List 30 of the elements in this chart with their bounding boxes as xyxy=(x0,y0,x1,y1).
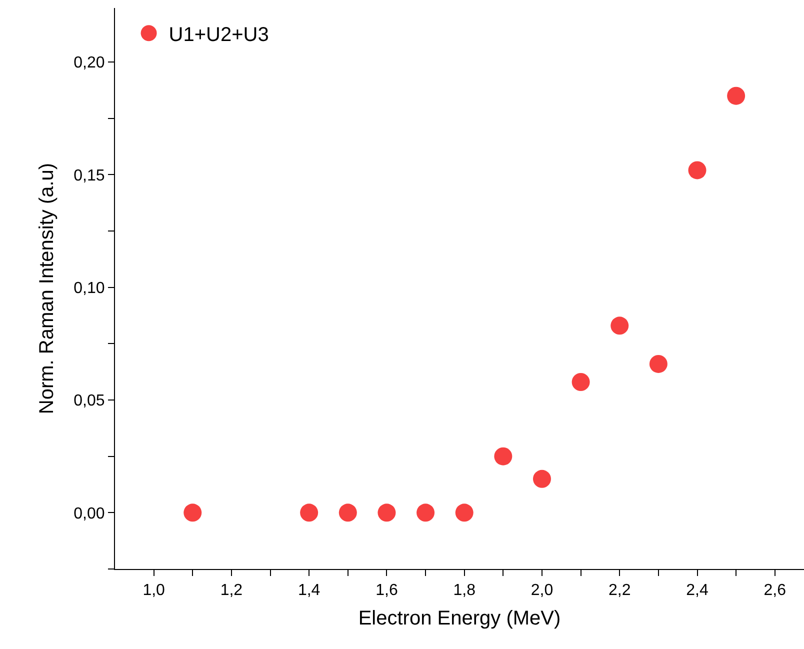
x-axis-title: Electron Energy (MeV) xyxy=(358,608,561,630)
x-tick-label: 2,4 xyxy=(686,582,708,600)
point xyxy=(338,504,357,522)
x-tick-label: 2,2 xyxy=(608,582,631,600)
point xyxy=(649,354,668,373)
y-tick-label: 0,05 xyxy=(74,392,105,410)
x-tick-label: 2,0 xyxy=(530,582,554,600)
point xyxy=(572,373,590,391)
point xyxy=(184,504,202,522)
y-tick-label: 0,15 xyxy=(74,167,105,184)
x-tick-label: 1,6 xyxy=(376,582,398,600)
y-tick-label: 0,00 xyxy=(74,505,105,522)
x-tick-label: 1,8 xyxy=(453,582,476,600)
y-tick-label: 0,10 xyxy=(74,280,105,297)
x-tick-label: 1,2 xyxy=(220,582,243,600)
point xyxy=(378,504,396,522)
point xyxy=(610,316,629,335)
point xyxy=(494,447,512,466)
point xyxy=(533,470,551,488)
y-axis-title: Norm. Raman Intensity (a.u) xyxy=(36,162,58,414)
x-tick-label: 1,0 xyxy=(142,582,166,600)
x-tick-label: 1,4 xyxy=(298,582,320,600)
point xyxy=(727,86,746,105)
point xyxy=(300,504,318,522)
point xyxy=(688,161,706,180)
x-tick-label: 2,6 xyxy=(764,582,786,600)
point xyxy=(455,504,474,522)
point xyxy=(416,504,435,522)
y-tick-label: 0,20 xyxy=(74,54,105,72)
legend-label: U1+U2+U3 xyxy=(168,24,269,46)
